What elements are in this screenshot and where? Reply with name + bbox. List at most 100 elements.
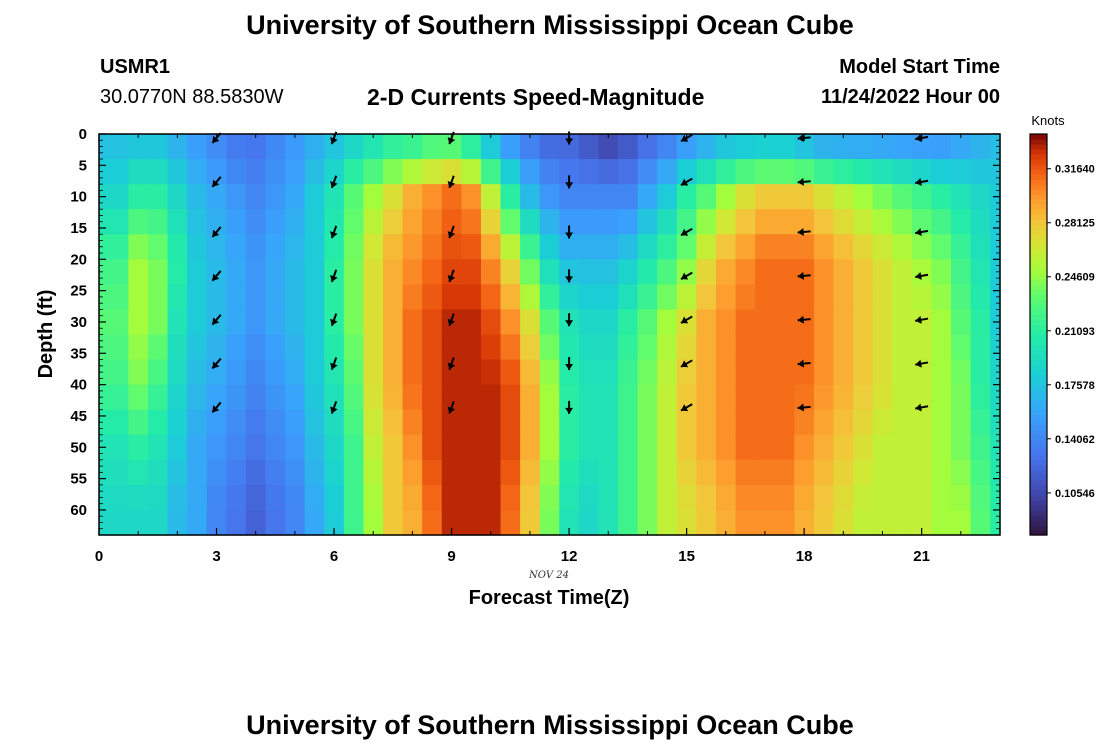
colorbar-segment [1030, 449, 1047, 456]
arrow-head [797, 134, 804, 143]
colorbar-segment [1030, 469, 1047, 476]
heatmap-cell [206, 434, 227, 461]
heatmap-cell [735, 309, 756, 336]
colorbar-segment [1030, 484, 1047, 491]
heatmap-cell [167, 234, 188, 260]
heatmap-cell [500, 409, 521, 436]
colorbar-segment [1030, 259, 1047, 265]
heatmap-cell [755, 284, 776, 311]
colorbar-segment [1030, 224, 1047, 230]
heatmap-cell [951, 184, 972, 210]
heatmap-cell [285, 509, 306, 536]
colorbar-segment [1030, 244, 1047, 250]
heatmap-cell [480, 334, 502, 361]
heatmap-cell [128, 209, 149, 235]
heatmap-cell [676, 334, 698, 361]
heatmap-cell [226, 384, 247, 411]
heatmap-cell [970, 209, 991, 235]
heatmap-cell [951, 259, 972, 285]
heatmap-cell [676, 434, 698, 461]
heatmap-cell [578, 134, 600, 160]
colorbar-segment [1030, 319, 1047, 326]
heatmap-cell [559, 234, 580, 260]
heatmap-cell [735, 159, 756, 185]
heatmap-cell [245, 209, 267, 235]
heatmap-cell [676, 484, 698, 511]
heatmap-cell [559, 484, 580, 511]
heatmap-cell [696, 234, 717, 260]
current-arrow [330, 357, 338, 371]
heatmap-cell [304, 259, 325, 285]
heatmap-cell [637, 359, 658, 386]
model-start-time: 11/24/2022 Hour 00 [820, 86, 1000, 108]
heatmap-cell [559, 334, 580, 361]
y-tick-label: 5 [79, 157, 87, 174]
colorbar-segment [1030, 519, 1047, 526]
arrow-head [797, 403, 804, 412]
arrow-head [565, 138, 574, 145]
heatmap-cell [99, 359, 129, 386]
heatmap-cell [715, 309, 737, 336]
heatmap-cell [206, 334, 227, 361]
heatmap-cell [618, 309, 639, 336]
heatmap-cell [755, 384, 776, 411]
heatmap-cell [657, 309, 678, 336]
heatmap-cell [461, 384, 482, 411]
colorbar-segment [1030, 499, 1047, 506]
heatmap-cell [147, 159, 169, 185]
heatmap-cell [128, 284, 149, 311]
arrow-head [565, 320, 574, 327]
heatmap-cell [970, 159, 991, 185]
heatmap-cell [343, 234, 365, 260]
arrow-head [330, 180, 338, 188]
heatmap-cell [285, 234, 306, 260]
heatmap-cell [833, 434, 854, 461]
colorbar-segment [1030, 219, 1047, 225]
heatmap-cell [99, 409, 129, 436]
heatmap-cell [461, 434, 482, 461]
heatmap-cell [500, 309, 521, 336]
heatmap-cell [226, 359, 247, 386]
heatmap-cell [441, 284, 462, 311]
colorbar-segment [1030, 459, 1047, 466]
heatmap-cell [931, 309, 952, 336]
arrow-head [447, 362, 456, 370]
heatmap-cell [892, 434, 913, 461]
heatmap-cell [265, 359, 286, 386]
heatmap-cell [813, 309, 835, 336]
current-arrow [447, 175, 456, 189]
heatmap-cell [402, 484, 423, 511]
heatmap-cell [618, 359, 639, 386]
heatmap-cell [735, 384, 756, 411]
heatmap-cell [813, 234, 835, 260]
heatmap-cell [128, 459, 149, 486]
heatmap-cell [304, 184, 325, 210]
heatmap-cell [245, 334, 267, 361]
arrow-head [680, 272, 689, 280]
heatmap-cell [441, 134, 462, 160]
heatmap-cell [520, 484, 541, 511]
heatmap-cell [99, 384, 129, 411]
heatmap-cell [990, 484, 1001, 511]
heatmap-cell [676, 259, 698, 285]
heatmap-cell [637, 159, 658, 185]
heatmap-cell [128, 334, 149, 361]
heatmap-cell [578, 384, 600, 411]
heatmap-cell [774, 409, 795, 436]
heatmap-cell [187, 359, 208, 386]
heatmap-cell [147, 134, 169, 160]
heatmap-cell [324, 159, 345, 185]
arrow-head [797, 271, 804, 280]
heatmap-cell [637, 509, 658, 536]
colorbar-segment [1030, 354, 1047, 361]
colorbar-segment [1030, 394, 1047, 401]
heatmap-cell [285, 459, 306, 486]
heatmap-cell [931, 334, 952, 361]
heatmap-cell [931, 284, 952, 311]
heatmap-cell [755, 484, 776, 511]
heatmap-cell [931, 409, 952, 436]
heatmap-cell [285, 409, 306, 436]
colorbar-segment [1030, 479, 1047, 486]
x-tick-label: 21 [913, 548, 930, 565]
heatmap-cell [755, 209, 776, 235]
